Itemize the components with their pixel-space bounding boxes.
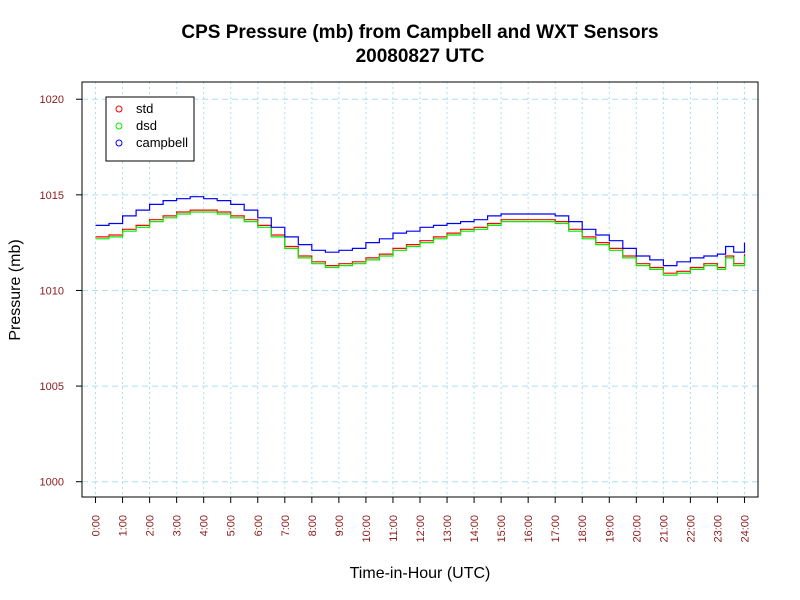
x-tick-label: 2:00 (145, 515, 157, 536)
y-tick-label: 1020 (40, 94, 64, 106)
series-line-std (95, 209, 746, 274)
x-tick-label: 0:00 (91, 515, 103, 536)
y-tick-label: 1005 (40, 381, 64, 393)
grid-lines (82, 82, 758, 497)
x-tick-label: 23:00 (712, 515, 724, 543)
x-tick-label: 16:00 (523, 515, 535, 543)
x-tick-label: 11:00 (388, 515, 400, 542)
x-tick-label: 12:00 (415, 515, 427, 543)
x-tick-label: 10:00 (361, 515, 373, 543)
y-tick-label: 1010 (40, 285, 64, 297)
legend-marker-std (115, 105, 123, 113)
legend-label-dsd: dsd (136, 118, 157, 133)
x-tick-label: 15:00 (496, 515, 508, 543)
x-axis: 0:00 1:00 2:00 3:00 4:00 5:00 6:00 7:00 8:00 9:00… (91, 497, 751, 543)
y-axis: 1000 1005 1010 1015 1020 (40, 94, 82, 489)
x-tick-label: 7:00 (280, 515, 292, 536)
x-axis-label: Time-in-Hour (UTC) (350, 565, 491, 582)
series-line-dsd (95, 211, 746, 276)
legend-marker-dsd (115, 122, 123, 130)
x-tick-label: 13:00 (442, 515, 454, 543)
x-tick-label: 8:00 (307, 515, 319, 536)
x-tick-label: 17:00 (550, 515, 562, 543)
legend: std dsd campbell (105, 96, 195, 162)
x-tick-label: 3:00 (172, 515, 184, 536)
x-tick-label: 22:00 (685, 515, 697, 543)
legend-marker-campbell (115, 139, 123, 147)
y-axis-label: Pressure (mb) (7, 239, 24, 340)
x-tick-label: 6:00 (253, 515, 265, 536)
y-tick-label: 1015 (40, 190, 64, 202)
y-tick-label: 1000 (40, 477, 64, 489)
chart-subtitle: 20080827 UTC (356, 46, 485, 67)
legend-label-campbell: campbell (136, 135, 188, 150)
series-lines (95, 196, 746, 276)
x-tick-label: 20:00 (631, 515, 643, 543)
x-tick-label: 4:00 (199, 515, 211, 536)
x-tick-label: 19:00 (604, 515, 616, 543)
x-tick-label: 14:00 (469, 515, 481, 543)
chart-title: CPS Pressure (mb) from Campbell and WXT … (181, 22, 658, 43)
legend-label-std: std (136, 101, 153, 116)
series-line-campbell (95, 196, 746, 267)
x-tick-label: 24:00 (739, 515, 751, 543)
x-tick-label: 1:00 (118, 515, 130, 536)
x-tick-label: 18:00 (577, 515, 589, 543)
x-tick-label: 21:00 (658, 515, 670, 543)
x-tick-label: 5:00 (226, 515, 238, 536)
x-tick-label: 9:00 (334, 515, 346, 536)
